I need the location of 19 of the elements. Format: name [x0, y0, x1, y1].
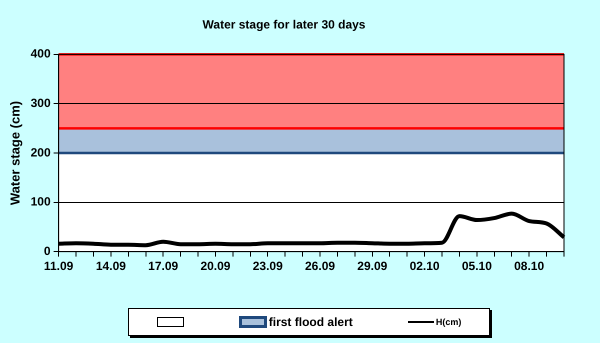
x-tick-label: 17.09: [148, 259, 179, 274]
y-axis-title: Water stage (cm): [7, 100, 22, 206]
legend-label: first flood alert: [268, 315, 353, 329]
y-tick-label: 300: [30, 96, 51, 110]
x-tick-label: 20.09: [200, 259, 231, 274]
y-tick-label: 400: [30, 46, 51, 61]
y-tick-label: 200: [30, 145, 51, 160]
x-tick-label: 11.09: [44, 259, 74, 274]
x-tick-label: 29.09: [357, 259, 388, 274]
y-tick-label: 0: [44, 244, 51, 258]
x-tick-label: 08.10: [514, 259, 544, 274]
x-tick-label: 14.09: [96, 259, 126, 274]
x-tick-label: 05.10: [462, 259, 492, 274]
chart-title: Water stage for later 30 days: [202, 18, 366, 32]
y-tick-label: 100: [30, 194, 51, 209]
x-tick-label: 26.09: [305, 259, 336, 274]
x-tick-label: 02.10: [410, 259, 440, 274]
x-tick-label: 23.09: [252, 259, 284, 274]
legend-label: H(cm): [436, 317, 462, 327]
